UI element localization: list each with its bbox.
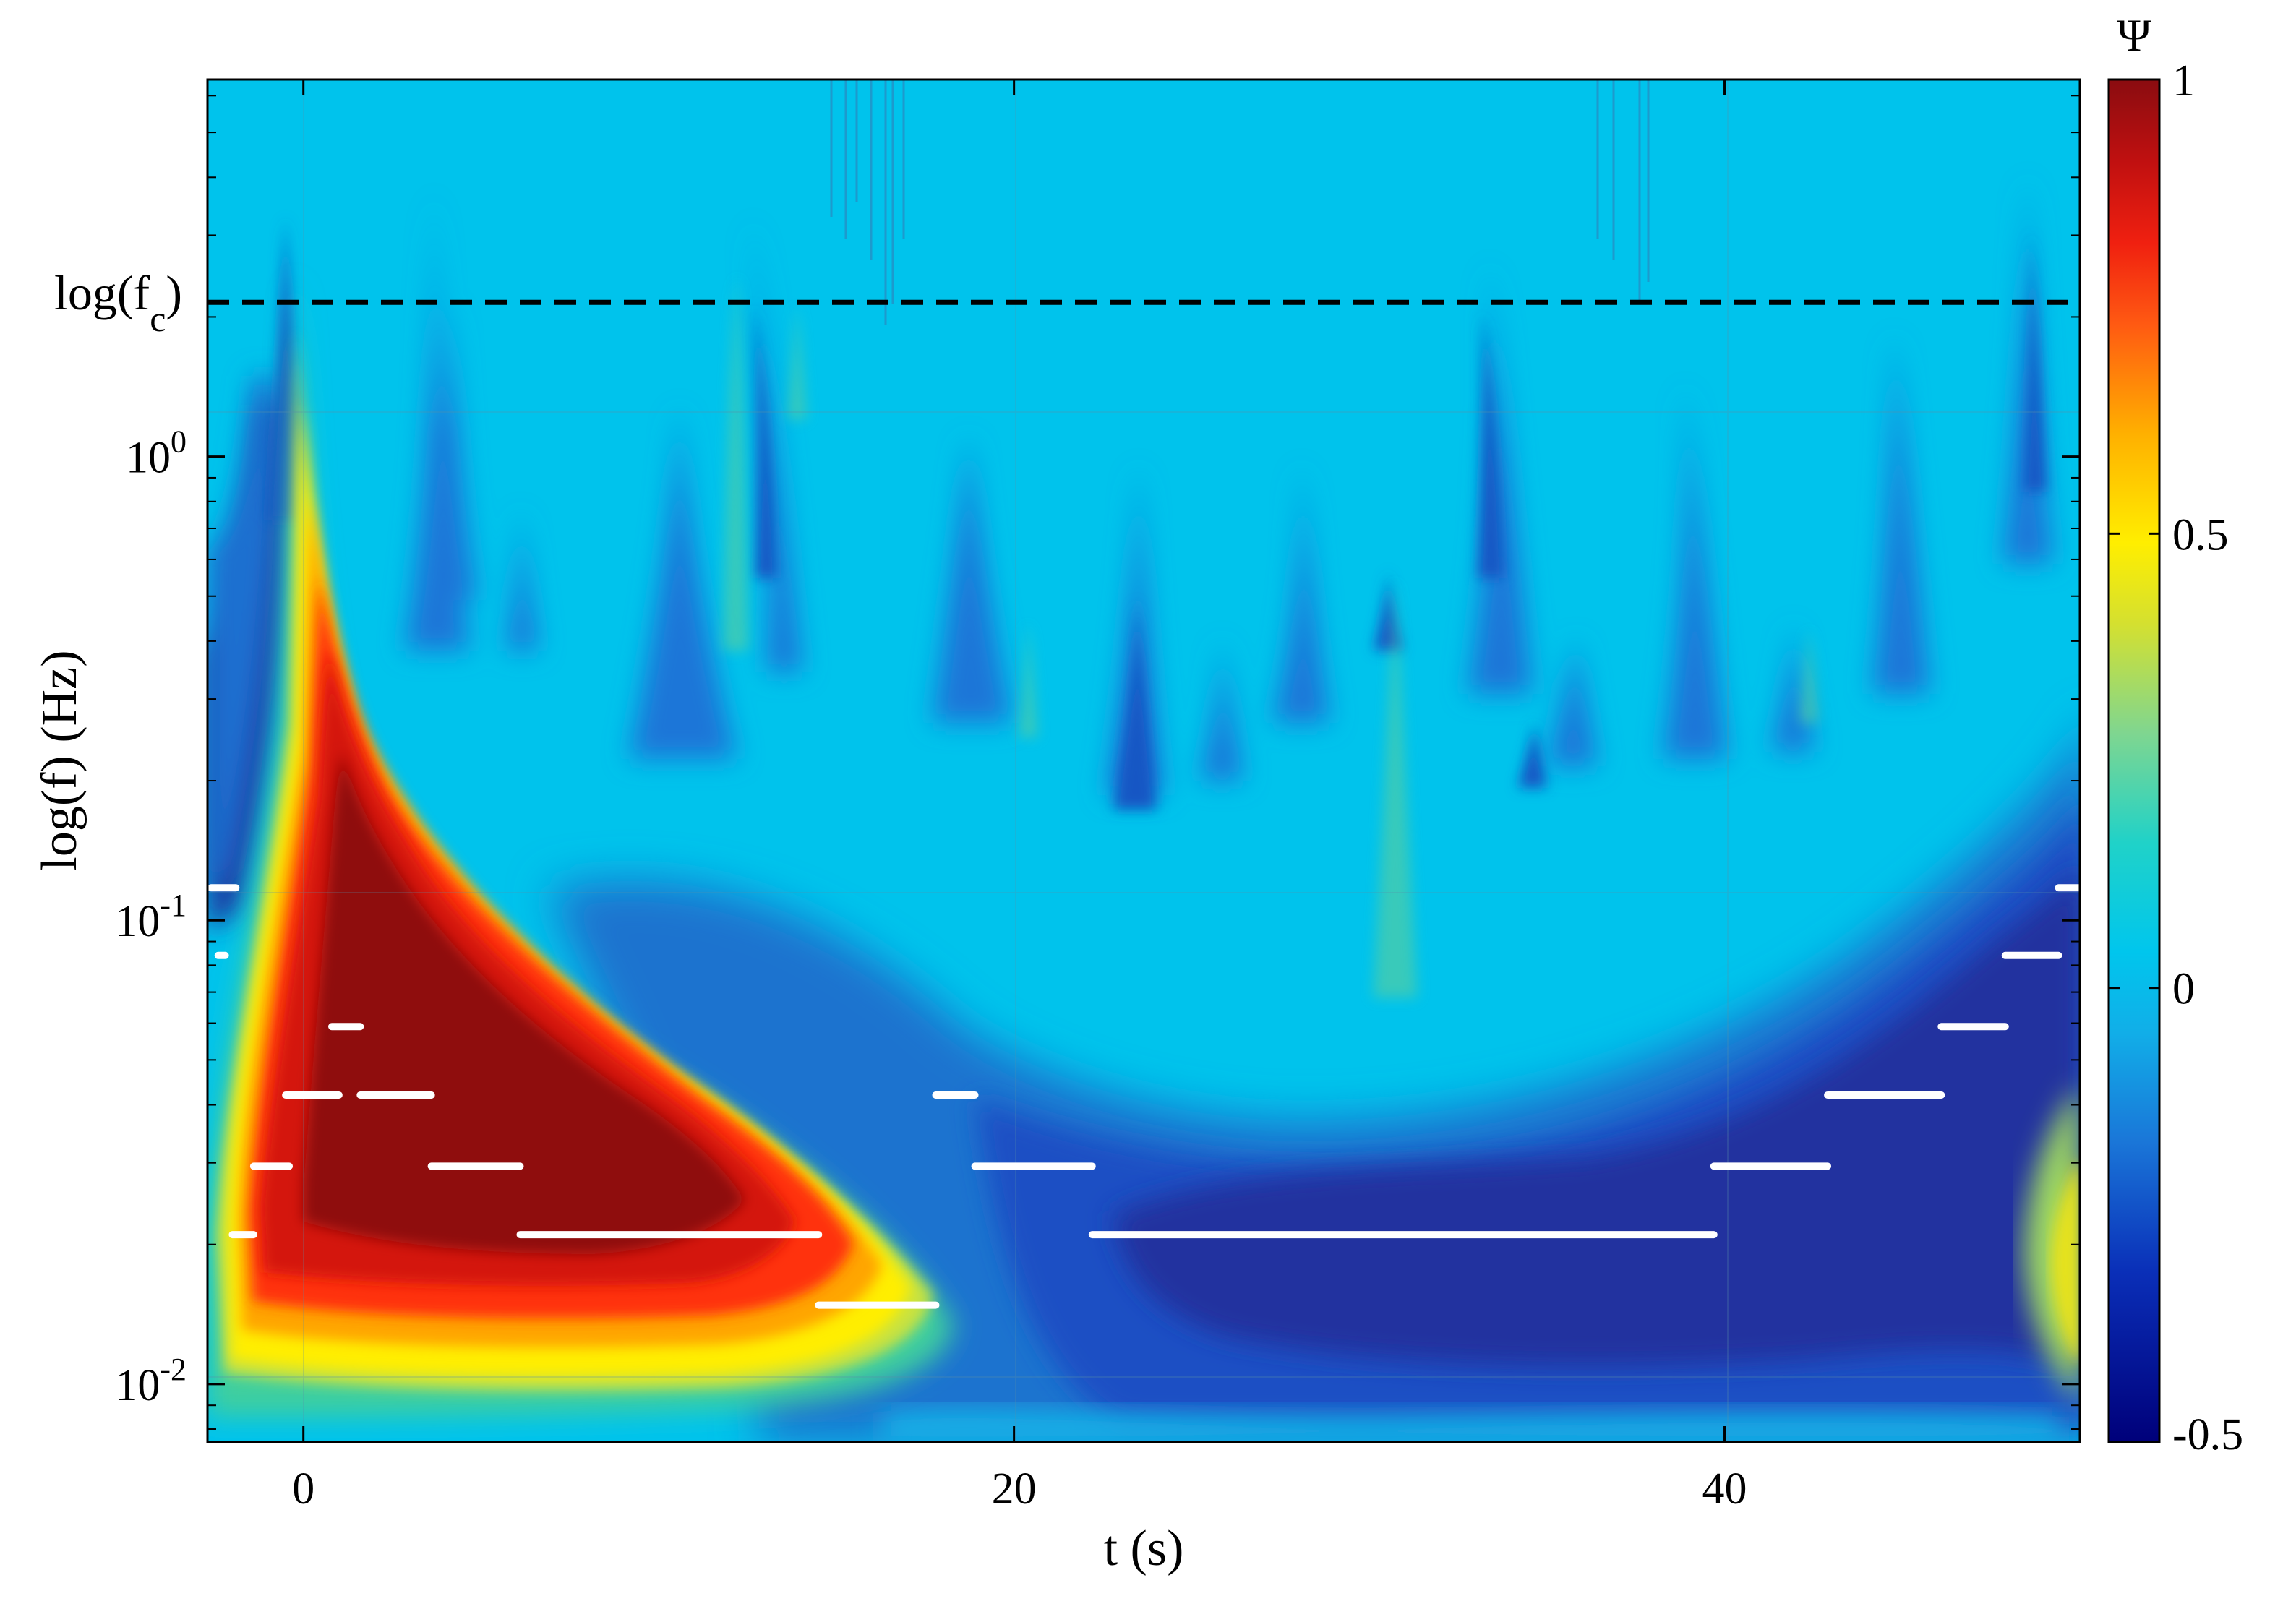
colorbar-label: Ψ: [2117, 9, 2151, 61]
x-axis-label: t (s): [1104, 1521, 1184, 1576]
y-tick-label: 100: [126, 424, 187, 483]
segments-layer: [207, 884, 2080, 1309]
y-tick-label: 10-1: [115, 888, 187, 946]
y-axis-label: log(f) (Hz): [32, 650, 87, 870]
colorbar-tick-label: 0.5: [2172, 510, 2229, 559]
heatmap-field: [207, 80, 2080, 1442]
x-tick-label: 20: [992, 1464, 1037, 1514]
colorbar-frame: [2107, 78, 2161, 1443]
y-tick-label: 10-2: [115, 1352, 187, 1410]
colorbar-tick-labels: 1 0.5 0 -0.5: [2172, 56, 2243, 1459]
colorbar: 1 0.5 0 -0.5 Ψ: [2107, 9, 2243, 1459]
colorbar-gradient: [2109, 80, 2159, 1442]
colorbar-tick-label: 1: [2172, 56, 2195, 106]
right-edge-region: [2024, 1084, 2080, 1402]
positive-region: [207, 275, 954, 1417]
y-tick-labels: 10-2 10-1 100: [115, 424, 187, 1410]
axis-ticks: [207, 80, 2080, 1442]
x-tick-label: 0: [292, 1464, 314, 1514]
colorbar-tick-label: -0.5: [2172, 1410, 2243, 1459]
x-tick-label: 40: [1702, 1464, 1747, 1514]
x-tick-labels: 0 20 40: [292, 1464, 1747, 1514]
colorbar-tick-label: 0: [2172, 965, 2195, 1014]
negative-region: [207, 376, 2080, 1442]
grid-lines: [207, 80, 2080, 1442]
plot-frame: [206, 78, 2081, 1443]
fc-label: log(fc): [54, 265, 182, 339]
colorbar-ticks: [2109, 78, 2159, 1443]
